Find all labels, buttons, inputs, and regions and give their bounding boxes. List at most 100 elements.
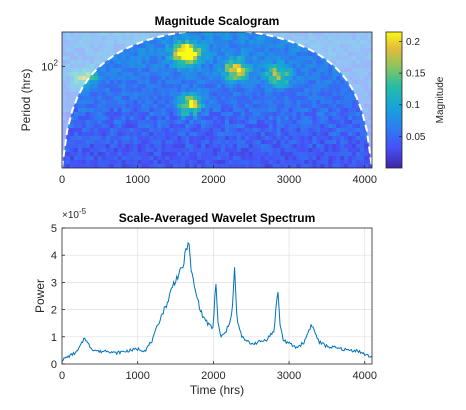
scalogram-cell	[268, 48, 274, 53]
scalogram-cell	[256, 120, 262, 125]
scalogram-cell	[117, 120, 123, 125]
scalogram-cell	[193, 96, 198, 101]
scalogram-cell	[69, 156, 75, 161]
scalogram-cell	[236, 88, 242, 93]
scalogram-cell	[213, 116, 218, 121]
scalogram-cell	[288, 56, 293, 61]
scalogram-cell	[244, 48, 250, 53]
scalogram-cell	[181, 36, 186, 41]
scalogram-cell	[217, 104, 222, 109]
scalogram-cell	[113, 56, 119, 61]
scalogram-cell	[296, 76, 301, 81]
scalogram-cell	[205, 120, 210, 125]
scalogram-cell	[161, 112, 166, 117]
scalogram-cell	[320, 116, 325, 121]
scalogram-cell	[133, 88, 138, 93]
scalogram-cell	[292, 100, 297, 105]
scalogram-cell	[364, 156, 369, 161]
scalogram-cell	[296, 140, 301, 145]
scalogram-cell	[145, 60, 150, 65]
scalogram-cell	[240, 84, 246, 89]
scalogram-cell	[248, 76, 254, 81]
scalogram-cell	[137, 144, 142, 149]
scalogram-cell	[173, 76, 178, 81]
scalogram-cell	[169, 92, 174, 97]
scalogram-cell	[189, 148, 194, 153]
scalogram-cell	[145, 76, 150, 81]
scalogram-cell	[320, 120, 325, 125]
scalogram-cell	[133, 84, 138, 89]
x-tick-label: 2000	[201, 174, 225, 186]
scalogram-cell	[105, 64, 111, 69]
scalogram-cell	[336, 112, 341, 117]
scalogram-cell	[300, 156, 305, 161]
scalogram-cell	[300, 68, 305, 73]
scalogram-cell	[240, 144, 246, 149]
scalogram-cell	[292, 88, 297, 93]
scalogram-cell	[217, 124, 222, 129]
scalogram-cell	[232, 52, 238, 57]
scalogram-cell	[284, 72, 289, 77]
scalogram-cell	[256, 124, 262, 129]
scalogram-cell	[153, 96, 158, 101]
scalogram-cell	[336, 124, 341, 129]
scalogram-cell	[129, 52, 134, 57]
scalogram-cell	[272, 76, 278, 81]
scalogram-cell	[296, 84, 301, 89]
scalogram-cell	[141, 88, 146, 93]
scalogram-cell	[228, 144, 234, 149]
scalogram-cell	[312, 108, 317, 113]
scalogram-cell	[153, 48, 158, 53]
scalogram-cell	[280, 72, 285, 77]
scalogram-cell	[248, 84, 254, 89]
scalogram-cell	[220, 36, 226, 41]
scalogram-cell	[220, 88, 226, 93]
scalogram-cell	[352, 140, 357, 145]
scalogram-cell	[336, 156, 341, 161]
scalogram-cell	[185, 64, 190, 69]
scalogram-cell	[232, 136, 238, 141]
scalogram-cell	[220, 84, 226, 89]
scalogram-cell	[113, 124, 119, 129]
scalogram-cell	[228, 92, 234, 97]
scalogram-cell	[213, 156, 218, 161]
scalogram-cell	[340, 80, 345, 85]
scalogram-cell	[288, 136, 293, 141]
scalogram-cell	[121, 56, 126, 61]
scalogram-cell	[228, 48, 234, 53]
scalogram-cell	[292, 160, 297, 165]
scalogram-cell	[332, 108, 337, 113]
scalogram-cell	[276, 44, 281, 49]
scalogram-cell	[260, 144, 266, 149]
scalogram-cell	[173, 56, 178, 61]
scalogram-cell	[220, 112, 226, 117]
scalogram-cell	[264, 108, 270, 113]
scalogram-cell	[85, 132, 91, 137]
scalogram-cell	[153, 60, 158, 65]
scalogram-cell	[133, 160, 138, 165]
scalogram-cell	[109, 140, 115, 145]
scalogram-cell	[157, 164, 162, 168]
scalogram-cell	[109, 92, 115, 97]
scalogram-cell	[228, 148, 234, 153]
scalogram-cell	[304, 140, 309, 145]
scalogram-cell	[157, 64, 162, 69]
scalogram-cell	[73, 124, 79, 129]
scalogram-cell	[296, 52, 301, 57]
scalogram-cell	[177, 56, 182, 61]
scalogram-cell	[201, 136, 206, 141]
scalogram-cell	[252, 96, 258, 101]
scalogram-cell	[276, 52, 281, 57]
scalogram-cell	[268, 148, 274, 153]
scalogram-cell	[252, 84, 258, 89]
scalogram-cell	[177, 80, 182, 85]
scalogram-cell	[256, 152, 262, 157]
scalogram-cell	[213, 112, 218, 117]
scalogram-cell	[85, 80, 91, 85]
scalogram-cell	[133, 80, 138, 85]
scalogram-cell	[312, 124, 317, 129]
scalogram-cell	[181, 132, 186, 137]
scalogram-cell	[220, 52, 226, 57]
scalogram-cell	[205, 48, 210, 53]
scalogram-cell	[248, 160, 254, 165]
